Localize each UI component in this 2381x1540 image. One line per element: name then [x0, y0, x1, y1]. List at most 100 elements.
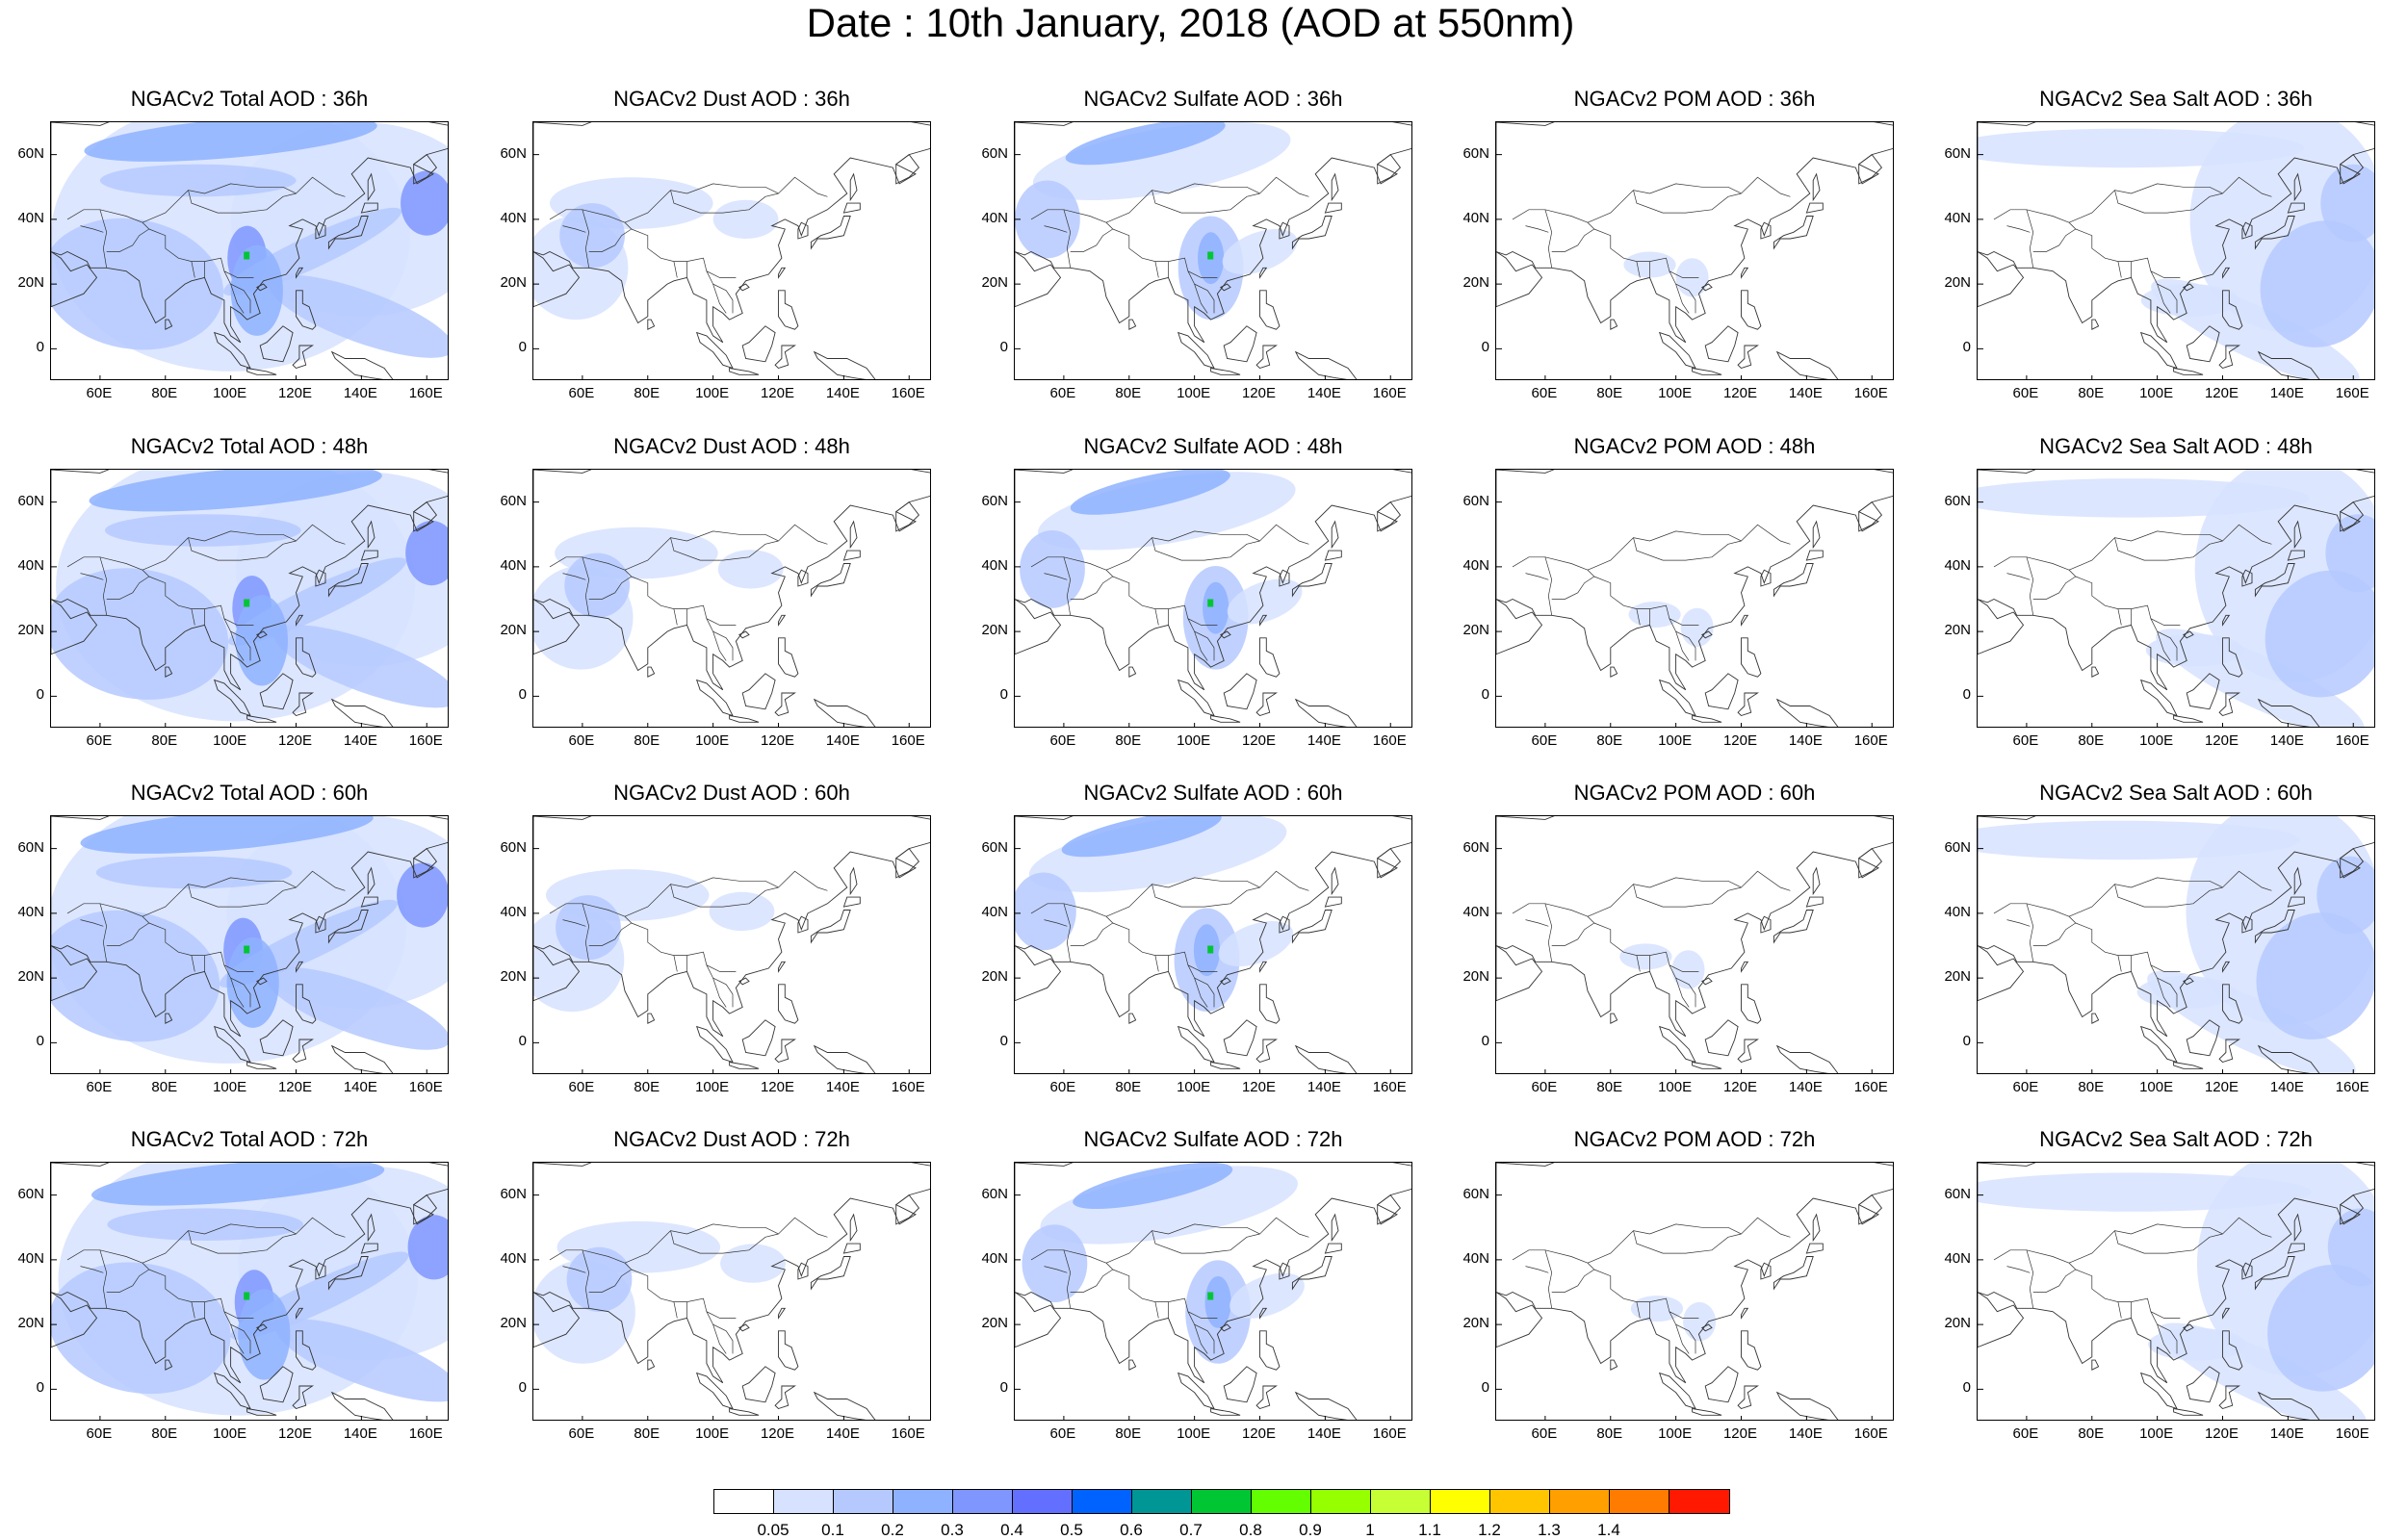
aod-map [533, 470, 930, 727]
lat-label: 20N [17, 968, 44, 986]
coastline [842, 550, 861, 561]
coastline [813, 1391, 876, 1420]
country-border [1044, 573, 1068, 580]
coastline [778, 637, 799, 678]
country-border [2117, 955, 2122, 972]
country-border [148, 228, 254, 278]
lat-label: 20N [981, 968, 1008, 986]
aod-field [51, 218, 224, 350]
country-border [1105, 870, 1309, 917]
lon-label: 80E [1115, 732, 1142, 749]
lon-label: 120E [2204, 732, 2239, 749]
coastline [738, 1323, 750, 1332]
coastline [1812, 866, 1821, 896]
country-border [148, 1269, 254, 1319]
country-border [706, 270, 734, 314]
coastline [533, 1291, 581, 1348]
coastline [2218, 345, 2241, 370]
coastline [1223, 1366, 1257, 1403]
coastline [2222, 984, 2243, 1024]
lon-label: 80E [151, 385, 178, 401]
colorbar-swatch [1252, 1490, 1311, 1513]
lon-label: 120E [277, 732, 313, 749]
aod-map [1496, 1163, 1893, 1420]
coastline [1177, 1025, 1215, 1064]
coastline [1015, 944, 1062, 1002]
coastline [1128, 1359, 1137, 1371]
aod-field [564, 552, 631, 618]
coastline [2091, 319, 2100, 330]
coastline [1741, 984, 1762, 1024]
lat-label: 40N [981, 209, 1008, 226]
colorbar-label: 0.9 [1299, 1521, 1322, 1539]
coastline [1737, 345, 1760, 370]
lon-label: 80E [2078, 1425, 2105, 1442]
lat-label: 60N [1944, 1185, 1971, 1202]
aod-field [1061, 816, 1222, 858]
coastline [695, 1372, 734, 1410]
coastline [51, 1163, 448, 1384]
country-border [80, 225, 104, 233]
coastline [1331, 1213, 1339, 1243]
lat-label: 0 [36, 1379, 44, 1397]
country-border [230, 1323, 245, 1354]
coastline [330, 698, 394, 727]
colorbar-swatch [1013, 1490, 1073, 1513]
coastline [842, 1243, 861, 1254]
lat-label: 40N [1462, 903, 1489, 920]
coastline [1978, 816, 2374, 1038]
coastline [256, 977, 268, 986]
country-border [2150, 270, 2178, 314]
coastline [797, 569, 809, 587]
coastline [2257, 350, 2320, 379]
coastline [1210, 367, 1241, 375]
lon-label: 160E [408, 732, 443, 749]
coastline [1812, 172, 1821, 202]
coastline [367, 520, 375, 550]
coastline [778, 290, 799, 330]
lon-label: 100E [213, 1425, 247, 1442]
aod-field [235, 595, 288, 686]
country-border [1636, 608, 1641, 626]
page-title: Date : 10th January, 2018 (AOD at 550nm) [806, 0, 1575, 45]
coastline [1812, 520, 1821, 550]
map-frame [50, 121, 449, 380]
coastline [849, 866, 858, 896]
country-border [1044, 1266, 1068, 1273]
country-border [191, 261, 195, 278]
lon-label: 140E [825, 1425, 860, 1442]
colorbar-swatch [714, 1490, 774, 1513]
map-frame [1014, 121, 1412, 380]
lon-label: 100E [695, 732, 730, 749]
aod-field [1040, 1166, 1298, 1245]
country-border [673, 955, 678, 972]
lon-label: 80E [634, 1425, 660, 1442]
coastline [778, 267, 787, 279]
map-frame [50, 815, 449, 1074]
country-border [631, 1269, 737, 1319]
country-border [2068, 1217, 2272, 1264]
country-border [1512, 209, 1595, 252]
map-frame [1495, 121, 1894, 380]
lat-label: 0 [36, 339, 44, 356]
country-border [1633, 190, 1742, 214]
coastline [895, 847, 919, 879]
coastline [1805, 202, 1824, 214]
aod-field [401, 170, 448, 236]
country-border [2006, 573, 2031, 580]
coastline [729, 367, 760, 375]
coastline [165, 666, 173, 678]
aod-field [397, 862, 448, 928]
map-frame [50, 469, 449, 728]
lon-label: 60E [86, 1425, 113, 1442]
coastline [292, 1039, 315, 1064]
coastline [729, 1407, 760, 1416]
lat-label: 20N [1944, 622, 1971, 639]
aod-field [1619, 943, 1672, 970]
coastline [360, 896, 378, 908]
country-border [99, 209, 108, 269]
lon-label: 140E [825, 385, 860, 401]
lat-label: 20N [17, 1315, 44, 1332]
lat-label: 20N [1944, 1315, 1971, 1332]
lon-label: 140E [1788, 385, 1823, 401]
